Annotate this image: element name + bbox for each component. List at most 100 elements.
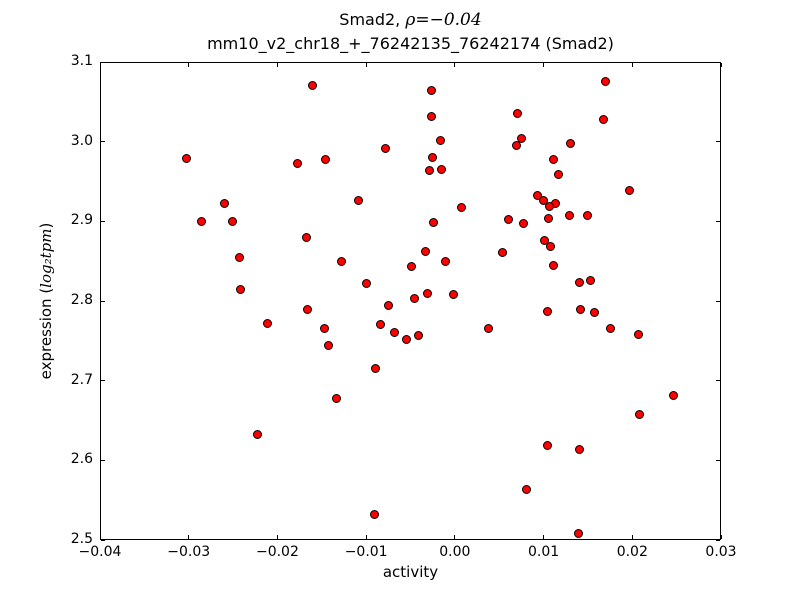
scatter-point xyxy=(424,165,434,175)
x-tick-bottom xyxy=(454,535,456,539)
scatter-point xyxy=(457,203,467,213)
scatter-point xyxy=(532,191,542,201)
x-tick-label: 0.03 xyxy=(705,544,737,560)
y-axis-label-prefix: expression ( xyxy=(37,287,55,380)
y-tick-left xyxy=(101,141,105,143)
x-tick-label: −0.01 xyxy=(344,544,388,560)
scatter-point xyxy=(548,261,558,271)
y-tick-left xyxy=(101,380,105,382)
y-tick-label: 2.6 xyxy=(70,451,93,468)
scatter-point xyxy=(381,143,391,153)
scatter-point xyxy=(263,318,273,328)
scatter-point xyxy=(498,247,508,257)
x-tick-top xyxy=(188,63,190,67)
y-tick-label: 3.1 xyxy=(70,53,93,69)
scatter-point xyxy=(307,80,317,90)
chart-title-text: Smad2, xyxy=(339,10,406,29)
scatter-point xyxy=(332,393,342,403)
x-tick-label: 0.01 xyxy=(527,544,560,560)
scatter-point xyxy=(375,320,385,330)
y-axis-label: expression (log₂tpm) xyxy=(37,223,55,380)
scatter-point xyxy=(181,153,191,163)
scatter-point xyxy=(429,218,439,228)
scatter-point xyxy=(583,211,593,221)
scatter-point xyxy=(565,138,575,148)
y-tick-right xyxy=(716,380,720,382)
scatter-point xyxy=(548,154,558,164)
scatter-point xyxy=(428,153,438,163)
scatter-point xyxy=(633,329,643,339)
y-tick-left xyxy=(101,459,105,461)
scatter-point xyxy=(564,211,574,221)
scatter-point xyxy=(353,196,363,206)
x-tick-bottom xyxy=(188,535,190,539)
scatter-point xyxy=(390,328,400,338)
scatter-point xyxy=(484,323,494,333)
scatter-point xyxy=(545,202,555,212)
y-tick-label: 2.8 xyxy=(70,292,93,308)
scatter-point xyxy=(539,235,549,245)
y-tick-right xyxy=(716,61,720,63)
scatter-point xyxy=(437,165,447,175)
scatter-point xyxy=(361,278,371,288)
y-tick-right xyxy=(716,459,720,461)
scatter-point xyxy=(336,257,346,267)
x-tick-top xyxy=(276,63,278,67)
scatter-point xyxy=(293,158,303,168)
scatter-point xyxy=(668,390,678,400)
scatter-point xyxy=(234,253,244,263)
scatter-point xyxy=(522,484,532,494)
y-tick-left xyxy=(101,61,105,63)
scatter-point xyxy=(324,341,334,351)
chart-titles: Smad2, ρ=−0.04 mm10_v2_chr18_+_76242135_… xyxy=(100,8,721,55)
y-tick-left xyxy=(101,220,105,222)
scatter-point xyxy=(427,111,437,121)
scatter-point xyxy=(196,216,206,226)
scatter-point xyxy=(511,141,521,151)
x-tick-top xyxy=(631,63,633,67)
scatter-point xyxy=(546,242,556,252)
scatter-point xyxy=(227,216,237,226)
scatter-point xyxy=(554,169,564,179)
scatter-point xyxy=(576,305,586,315)
scatter-point xyxy=(253,430,263,440)
scatter-point xyxy=(539,196,549,206)
x-tick-bottom xyxy=(543,535,545,539)
y-tick-right xyxy=(716,220,720,222)
y-tick-left xyxy=(101,300,105,302)
scatter-point xyxy=(625,185,635,195)
scatter-point xyxy=(383,301,393,311)
x-axis-label: activity xyxy=(382,563,439,581)
y-tick-label: 2.9 xyxy=(70,212,93,229)
y-tick-right xyxy=(716,300,720,302)
scatter-point xyxy=(370,364,380,374)
scatter-point xyxy=(320,155,330,165)
scatter-point xyxy=(605,324,615,334)
scatter-point xyxy=(427,86,437,96)
scatter-point xyxy=(513,109,523,119)
y-tick-label: 2.5 xyxy=(70,531,93,547)
x-tick-bottom xyxy=(276,535,278,539)
chart-subtitle: mm10_v2_chr18_+_76242135_76242174 (Smad2… xyxy=(207,34,614,53)
scatter-point xyxy=(575,445,585,455)
x-tick-top xyxy=(720,63,722,67)
y-tick-right xyxy=(716,141,720,143)
y-axis-label-math: log₂tpm xyxy=(37,228,55,288)
scatter-point xyxy=(401,334,411,344)
chart-title-rho-value: ρ=−0.04 xyxy=(405,10,482,30)
scatter-point xyxy=(589,307,599,317)
scatter-point xyxy=(421,247,431,257)
scatter-point xyxy=(369,510,379,519)
scatter-point xyxy=(518,219,528,229)
scatter-point xyxy=(219,199,229,209)
x-tick-label: 0.02 xyxy=(616,544,648,560)
scatter-point xyxy=(413,330,423,340)
y-tick-right xyxy=(716,539,720,541)
x-tick-bottom xyxy=(99,535,101,539)
x-tick-label: −0.02 xyxy=(255,544,299,560)
scatter-point xyxy=(634,410,644,420)
scatter-point xyxy=(410,294,420,304)
x-tick-top xyxy=(365,63,367,67)
scatter-point xyxy=(573,529,583,539)
scatter-point xyxy=(436,135,446,145)
